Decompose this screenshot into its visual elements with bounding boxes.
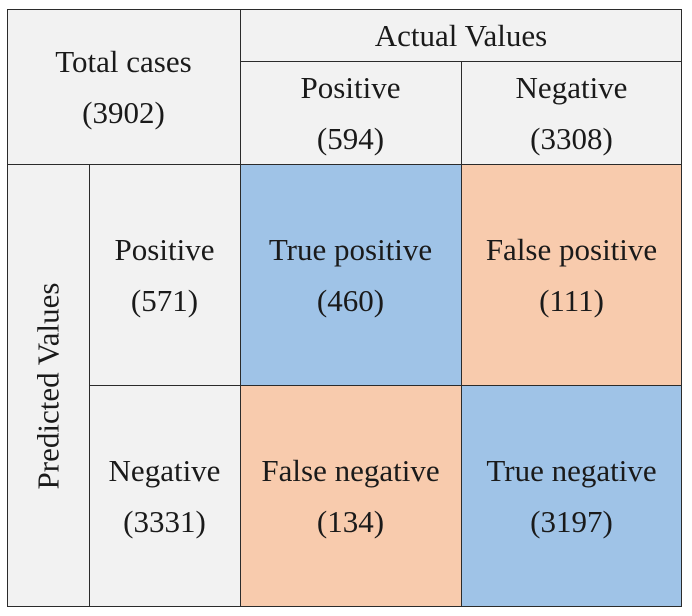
true-positive-cell: True positive (460) (240, 164, 461, 385)
predicted-negative-header: Negative (3331) (89, 385, 240, 607)
actual-values-title-text: Actual Values (374, 17, 548, 53)
false-positive-cell: False positive (111) (461, 164, 682, 385)
total-cases-cell: Total cases (3902) (7, 9, 240, 164)
total-cases-value: (3902) (82, 94, 165, 130)
actual-positive-label: Positive (300, 69, 401, 105)
true-negative-cell: True negative (3197) (461, 385, 682, 607)
border-right (681, 9, 682, 607)
actual-negative-label: Negative (515, 69, 628, 105)
false-positive-value: (111) (539, 282, 604, 318)
divider-row-middle (89, 385, 682, 386)
actual-positive-header: Positive (594) (240, 61, 461, 164)
true-negative-label: True negative (486, 453, 657, 488)
actual-negative-value: (3308) (530, 120, 613, 156)
divider-header-bottom (7, 164, 682, 165)
border-bottom (7, 606, 682, 607)
confusion-matrix: Total cases (3902) Actual Values Positiv… (7, 9, 682, 607)
predicted-positive-header: Positive (571) (89, 164, 240, 385)
total-cases-label: Total cases (55, 43, 192, 79)
predicted-values-title: Predicted Values (30, 282, 65, 489)
border-left (7, 9, 8, 607)
border-top (7, 9, 682, 10)
divider-header-column (240, 9, 241, 607)
predicted-positive-label: Positive (114, 231, 215, 267)
divider-matrix-middle (461, 61, 462, 607)
false-positive-label: False positive (485, 231, 658, 267)
actual-negative-header: Negative (3308) (461, 61, 682, 164)
actual-positive-value: (594) (316, 120, 385, 156)
predicted-positive-value: (571) (130, 282, 199, 318)
true-positive-label: True positive (268, 231, 433, 267)
false-negative-cell: False negative (134) (240, 385, 461, 607)
actual-values-title: Actual Values (240, 9, 682, 61)
predicted-negative-value: (3331) (123, 504, 206, 539)
false-negative-label: False negative (261, 453, 440, 488)
predicted-negative-label: Negative (108, 453, 221, 488)
true-negative-value: (3197) (530, 504, 613, 539)
predicted-values-label-cell: Predicted Values (7, 164, 89, 607)
false-negative-value: (134) (316, 504, 385, 539)
divider-predicted-label (89, 164, 90, 607)
true-positive-value: (460) (316, 282, 385, 318)
